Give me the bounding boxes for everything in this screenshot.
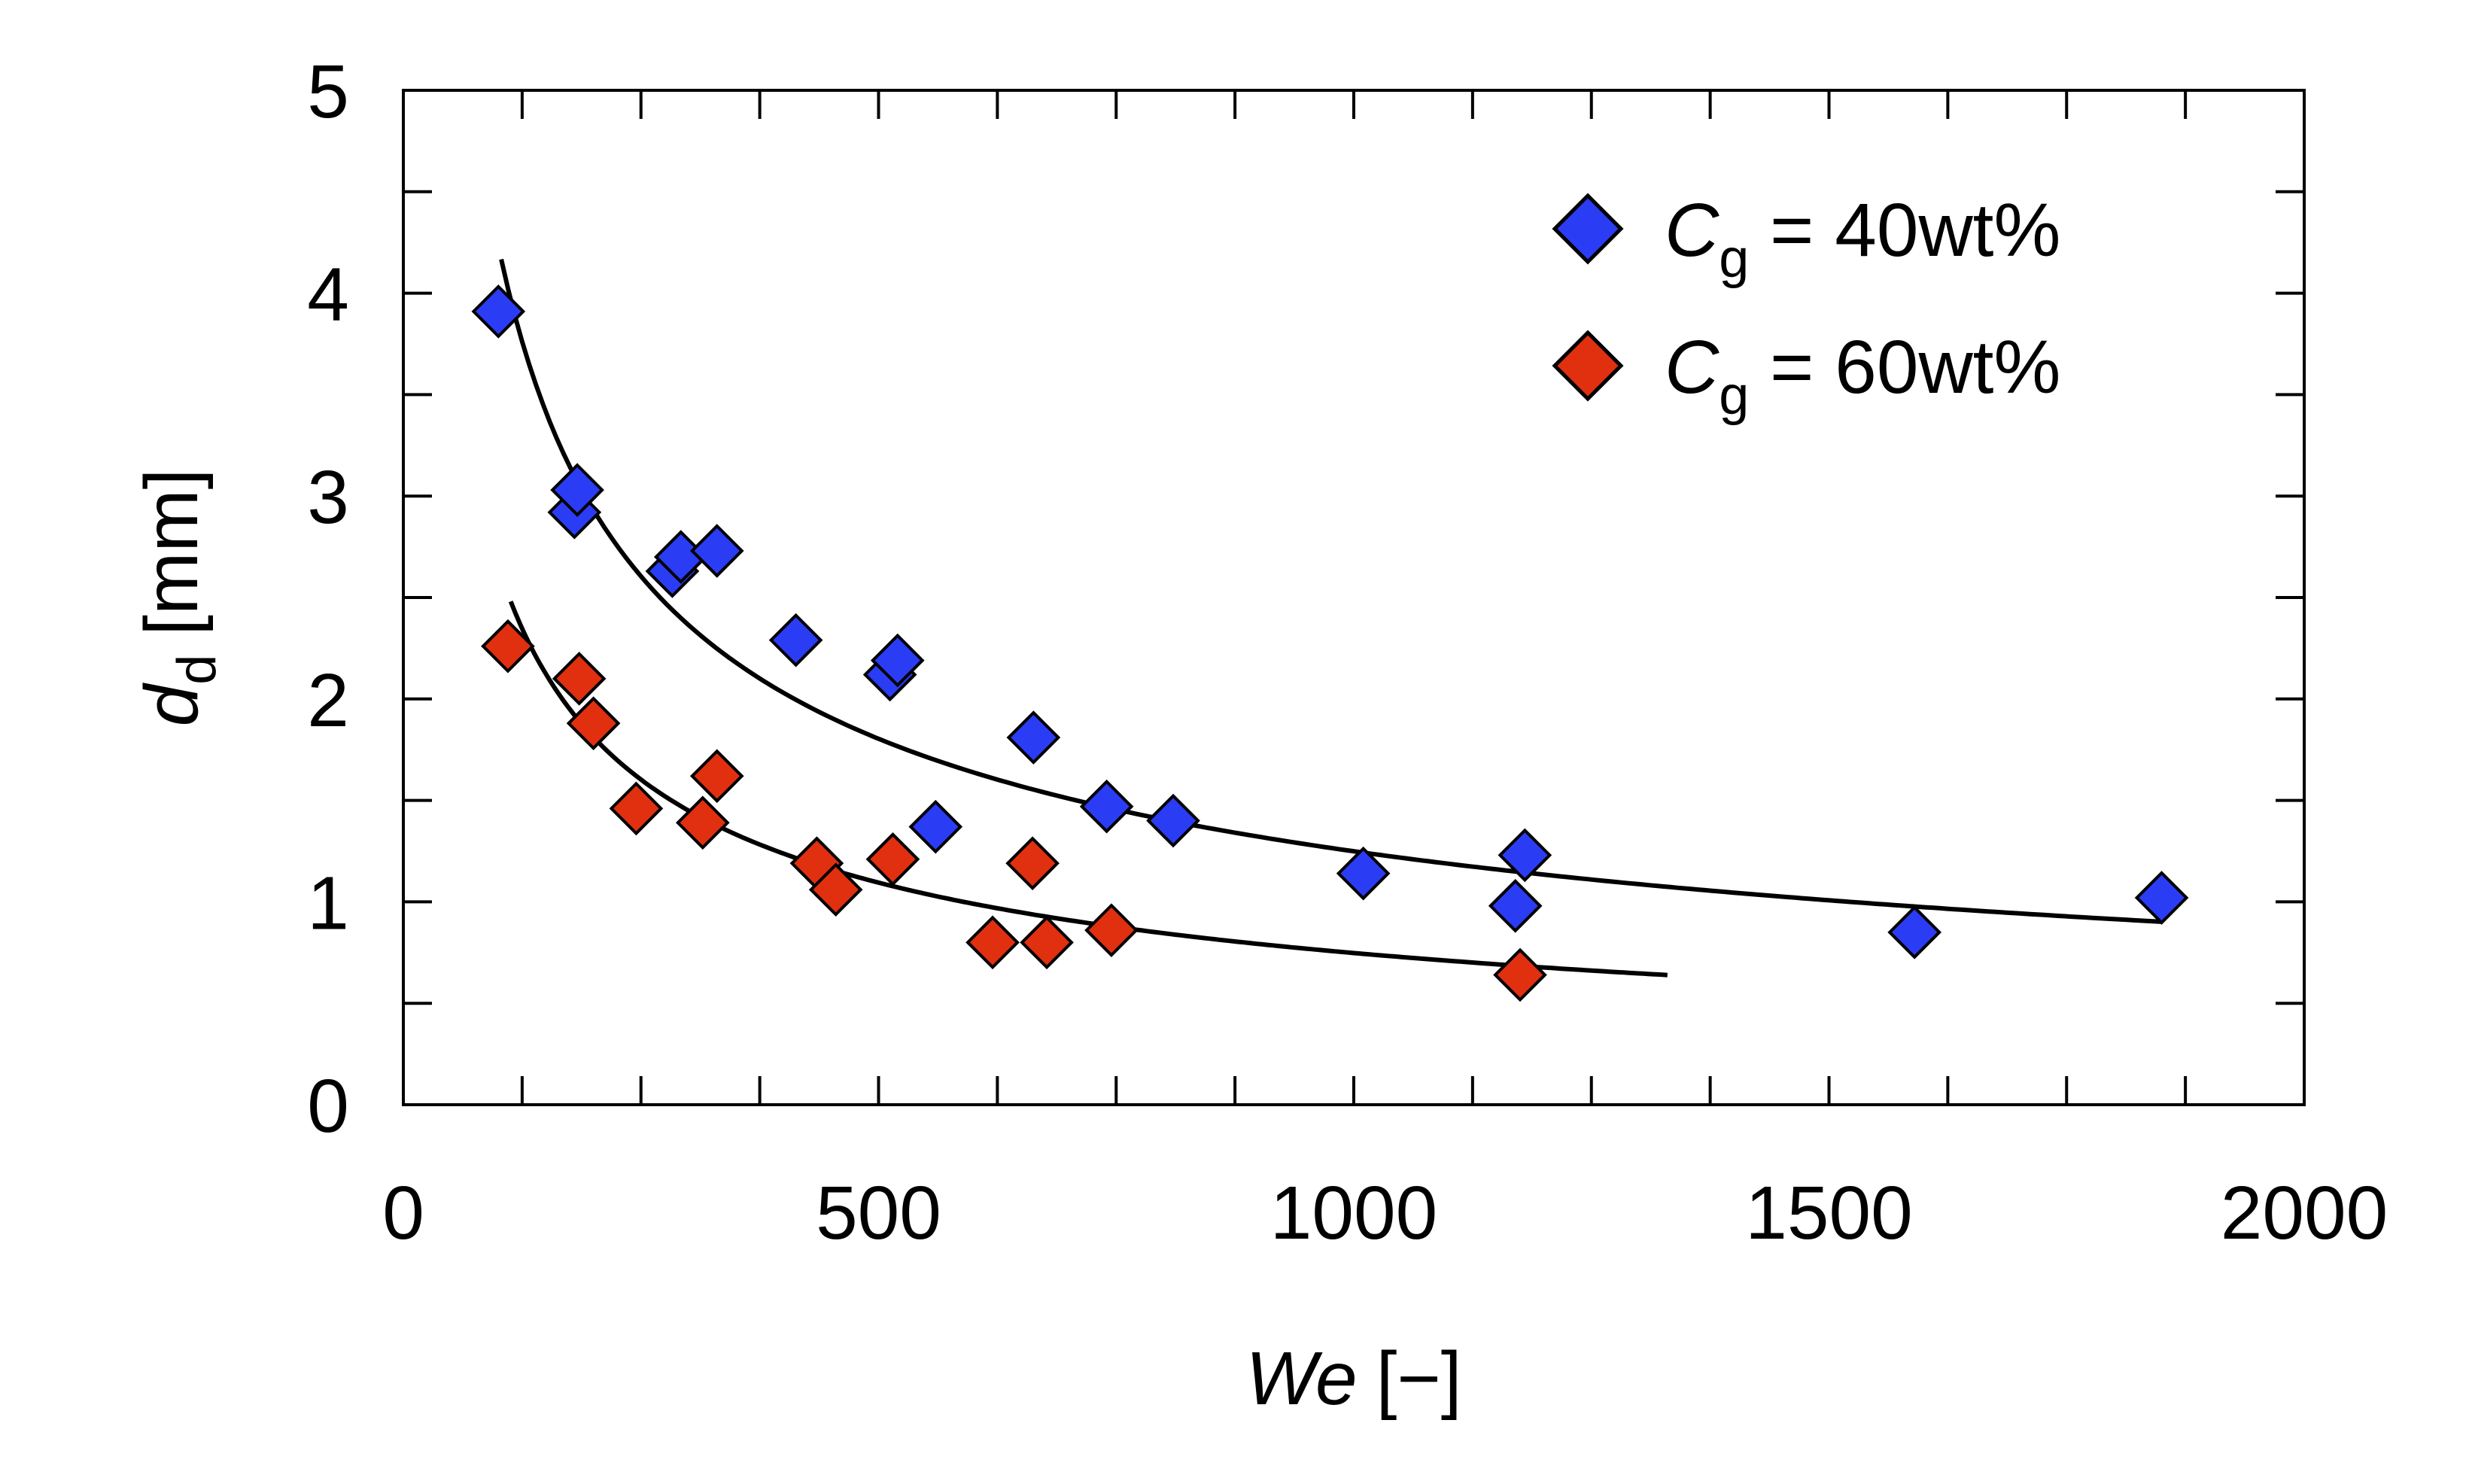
point-60wt	[566, 696, 621, 750]
y-tick-label: 0	[307, 1064, 349, 1148]
y-axis-title-unit: [mm]	[129, 469, 214, 636]
point-60wt	[1084, 903, 1139, 957]
x-tick-label: 1000	[1270, 1171, 1437, 1255]
point-40wt	[1488, 878, 1543, 933]
x-tick-label: 2000	[2221, 1171, 2388, 1255]
legend-marker-60wt	[1552, 330, 1624, 402]
x-tick-label: 0	[382, 1171, 424, 1255]
point-60wt	[1020, 915, 1074, 970]
axis-ticks	[402, 89, 2306, 1106]
x-tick-label: 1500	[1745, 1171, 1912, 1255]
point-40wt	[768, 613, 823, 667]
point-60wt	[965, 915, 1020, 970]
legend-40wt-rest: = 40wt%	[1749, 188, 2060, 272]
y-axis-title-sub: d	[167, 655, 227, 685]
point-60wt	[1005, 836, 1060, 891]
point-40wt	[471, 284, 526, 339]
point-40wt	[1887, 905, 1941, 959]
legend-60wt-rest: = 60wt%	[1749, 325, 2060, 409]
y-tick-label: 5	[307, 50, 349, 134]
point-40wt	[1336, 846, 1391, 901]
point-40wt	[908, 799, 963, 854]
legend-40wt-sub: g	[1719, 229, 1749, 289]
point-40wt	[1146, 793, 1200, 848]
point-40wt	[1006, 710, 1061, 765]
legend: Cg = 40wt% Cg = 60wt%	[1552, 188, 2060, 426]
tick-labels: 0 500 1000 1500 2000 0 1 2 3 4 5	[307, 50, 2388, 1255]
fit-40wt-curve	[499, 258, 2162, 924]
point-60wt	[865, 832, 920, 886]
legend-60wt-sub: g	[1719, 366, 1749, 426]
legend-60wt-main: C	[1665, 325, 1720, 409]
legend-label-40wt: Cg = 40wt%	[1665, 188, 2060, 289]
point-60wt	[609, 781, 664, 836]
y-axis-title-main: d	[129, 682, 214, 726]
x-axis-title-unit: [−]	[1376, 1337, 1462, 1421]
point-40wt	[1079, 779, 1134, 834]
point-40wt	[2134, 871, 2189, 925]
y-tick-label: 3	[307, 455, 349, 540]
point-60wt	[676, 795, 730, 850]
point-40wt	[689, 524, 744, 578]
y-tick-label: 4	[307, 253, 349, 337]
y-tick-label: 2	[307, 658, 349, 743]
point-60wt	[552, 652, 607, 706]
y-axis-title: dd [mm]	[129, 469, 227, 727]
y-tick-label: 1	[307, 861, 349, 945]
x-axis-title: We [−]	[1245, 1337, 1461, 1421]
legend-marker-40wt	[1552, 193, 1624, 265]
x-tick-label: 500	[816, 1171, 941, 1255]
point-60wt	[481, 619, 535, 674]
point-60wt	[1493, 947, 1547, 1002]
data-points	[471, 284, 2189, 1002]
point-40wt	[870, 633, 925, 688]
point-40wt	[550, 463, 604, 517]
legend-40wt-main: C	[1665, 188, 1720, 272]
point-40wt	[1498, 828, 1552, 883]
point-60wt	[808, 862, 863, 917]
legend-label-60wt: Cg = 60wt%	[1665, 325, 2060, 426]
point-60wt	[689, 749, 744, 804]
x-axis-title-main: We	[1245, 1337, 1357, 1421]
